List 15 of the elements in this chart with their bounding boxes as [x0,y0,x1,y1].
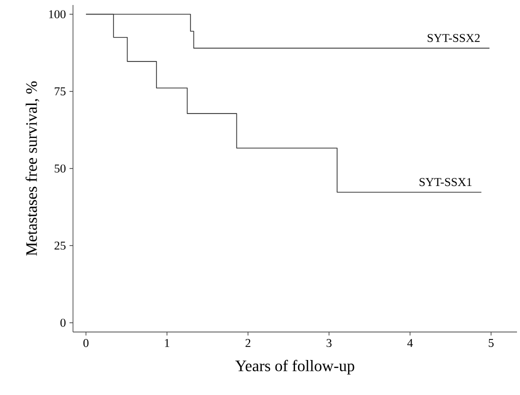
y-axis-title: Metastases free survival, % [26,81,40,256]
y-tick-label: 0 [60,318,66,327]
x-tick-label: 3 [326,339,332,348]
x-tick-label: 1 [165,339,170,347]
x-tick-label: 5 [488,339,494,347]
x-tick-label: 2 [246,339,250,347]
y-tick-label: 25 [54,242,66,250]
series-label: SYT-SSX1 [420,178,472,186]
x-tick-label: 0 [83,339,88,348]
series-label: SYT-SSX2 [428,34,480,42]
y-tick-label: 75 [54,87,66,96]
x-axis-title: Years of follow-up [235,360,354,375]
y-tick-label: 100 [49,10,66,18]
y-tick-label: 50 [54,164,66,173]
x-tick-label: 4 [407,339,413,347]
